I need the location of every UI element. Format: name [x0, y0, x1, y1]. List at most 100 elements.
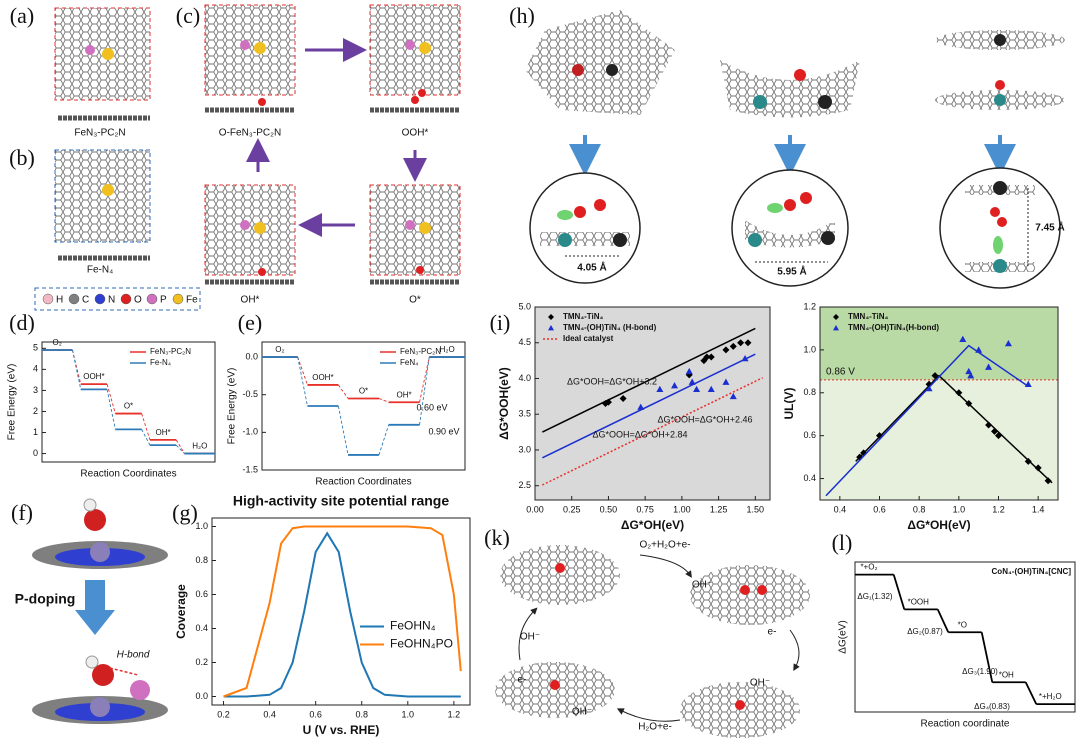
- y-tick-label: 5.0: [518, 301, 531, 311]
- plot-frame: [534, 306, 771, 501]
- plot-frame: [41, 341, 216, 463]
- step-label: O*: [359, 387, 368, 396]
- caption: e-: [518, 675, 527, 686]
- level-connector: [419, 356, 430, 403]
- y-tick-label: 4: [33, 364, 38, 374]
- x-tick-label: 0.8: [355, 709, 368, 719]
- x-tick-label: 1.0: [953, 504, 966, 514]
- caption: OH⁻: [750, 678, 770, 689]
- y-tick-label: 0.4: [195, 623, 208, 633]
- x-tick-label: 1.25: [710, 504, 728, 514]
- panel-label: (b): [9, 145, 35, 170]
- annotation: 0.90 eV: [428, 426, 459, 436]
- legend-label: FeOHN₄: [390, 619, 436, 633]
- legend-label: Fe-N₄: [150, 358, 171, 367]
- legend-label: FeN₃-PC₂N: [150, 347, 191, 356]
- level-connector: [337, 405, 349, 456]
- y-tick-label: 0: [33, 448, 38, 458]
- caption: H-bond: [117, 650, 150, 661]
- x-tick-label: 0.4: [834, 504, 847, 514]
- x-axis-label: ΔG*OH(eV): [907, 518, 970, 532]
- step-label: O*: [124, 402, 133, 411]
- level-connector: [297, 356, 308, 407]
- step-label: *O: [958, 620, 967, 629]
- step-label: OOH*: [83, 372, 104, 381]
- x-axis-label: ΔG*OH(eV): [621, 518, 684, 532]
- chart-title: High-activity site potential range: [233, 493, 449, 509]
- y-axis-label: UL(V): [782, 388, 796, 420]
- legend-label: Ideal catalyst: [563, 334, 614, 343]
- legend-marker: [548, 325, 554, 331]
- fit-line: [542, 327, 756, 433]
- atom-symbol: N: [108, 295, 115, 306]
- y-tick-label: 0.2: [195, 657, 208, 667]
- atom-swatch: [146, 293, 158, 305]
- annotation: 0.60 eV: [416, 402, 447, 412]
- y-axis-label: ΔG*OOH(eV): [497, 367, 511, 440]
- y-tick-label: -0.5: [242, 389, 258, 399]
- y-tick-label: 1.0: [195, 521, 208, 531]
- level-connector: [892, 574, 906, 610]
- point: [1034, 464, 1042, 472]
- x-tick-label: 0.6: [309, 709, 322, 719]
- y-tick-label: 4.0: [518, 373, 531, 383]
- level-connector: [141, 429, 151, 446]
- step-label: O₂: [53, 338, 62, 347]
- caption: H₂O+e-: [638, 722, 672, 733]
- step-label: H₂O: [440, 345, 455, 354]
- fit-line: [855, 374, 1053, 484]
- point: [671, 382, 679, 389]
- point: [744, 339, 752, 347]
- caption: 4.05 Å: [577, 261, 606, 274]
- point: [656, 385, 664, 393]
- caption: P-doping: [15, 591, 76, 607]
- legend-label: TMN₄-TiN₄: [848, 312, 889, 321]
- fit-line: [825, 344, 1029, 497]
- x-axis-label: U (V vs. RHE): [303, 723, 380, 737]
- panel-label: (e): [238, 310, 262, 335]
- fit-line: [542, 377, 763, 486]
- point: [729, 392, 737, 400]
- atom-symbol: H: [56, 295, 63, 306]
- step-label: *OH: [999, 670, 1014, 679]
- plot-frame: [211, 517, 471, 706]
- x-tick-label: 0.6: [873, 504, 886, 514]
- y-tick-label: 3.0: [518, 444, 531, 454]
- y-tick-label: 0.8: [195, 555, 208, 565]
- plot-frame: [261, 341, 466, 471]
- x-tick-label: 0.25: [563, 504, 581, 514]
- x-tick-label: 0.4: [263, 709, 276, 719]
- x-axis-label: Reaction Coordinates: [80, 469, 176, 480]
- level-connector: [337, 384, 349, 399]
- panel-label: (g): [172, 500, 198, 525]
- f-structures: [32, 498, 168, 724]
- legend-marker: [833, 325, 839, 331]
- caption: OH⁻: [520, 632, 540, 643]
- y-tick-label: 1.0: [803, 344, 816, 354]
- y-tick-label: 0.4: [803, 473, 816, 483]
- legend-label: TMN₄-(OH)TiN₄(H-bond): [848, 323, 939, 332]
- reference-label: 0.86 V: [826, 367, 855, 378]
- annotation: ΔG*OOH=ΔG*OH+2.84: [592, 429, 687, 439]
- panel-label: (i): [490, 310, 511, 335]
- y-tick-label: 4.5: [518, 337, 531, 347]
- annotation: ΔG₄(0.83): [974, 702, 1010, 711]
- plot-frame: [819, 306, 1059, 501]
- caption: Fe-N₄: [87, 265, 113, 276]
- legend-marker: [833, 314, 839, 320]
- y-tick-label: 0.0: [195, 691, 208, 701]
- x-axis-label: Reaction coordinate: [921, 719, 1010, 730]
- legend-label: FeOHN₄PO: [390, 637, 453, 651]
- step-label: OOH*: [312, 373, 333, 382]
- chart-title: CoN₄-(OH)TiN₄[CNC]: [992, 567, 1072, 576]
- point: [985, 421, 993, 429]
- level-connector: [72, 349, 82, 390]
- y-tick-label: 5: [33, 343, 38, 353]
- step-label: O₂: [275, 345, 284, 354]
- step-label: *+O₂: [860, 563, 877, 572]
- caption: 7.45 Å: [1035, 221, 1064, 234]
- point: [722, 378, 730, 385]
- panel-label: (h): [509, 3, 535, 28]
- k-structures: [495, 545, 810, 738]
